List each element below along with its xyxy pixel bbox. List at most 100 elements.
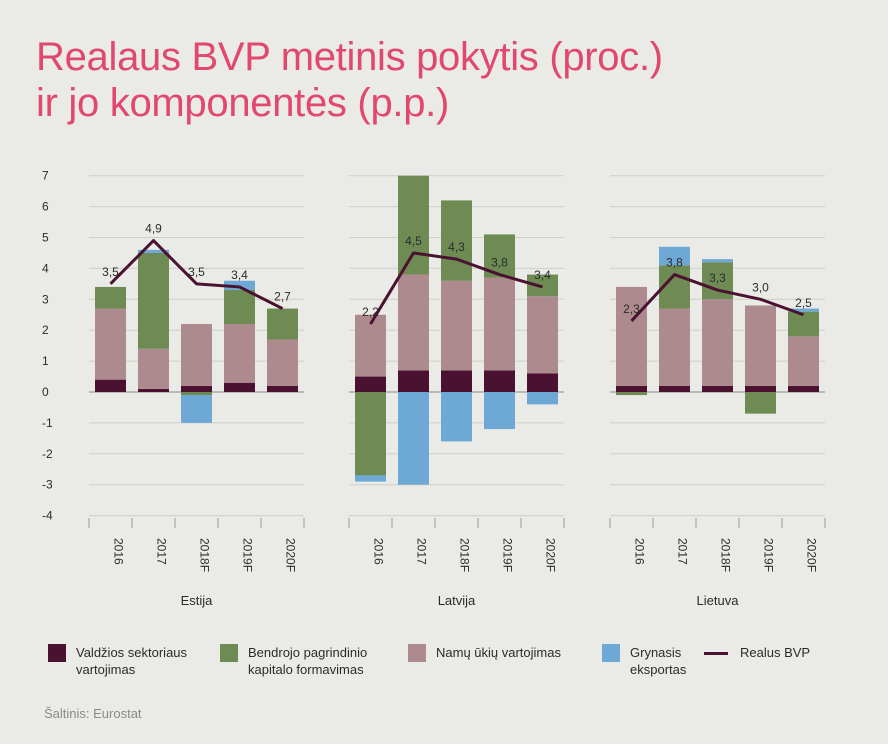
x-tick-label: 2016 [372,538,386,565]
bar-household [138,348,169,389]
legend-label: Namų ūkių vartojimas [436,644,561,661]
x-tick-label: 2020F [805,538,819,572]
y-tick-label: 0 [42,385,49,399]
legend-label-line1: Grynasis [630,645,682,660]
x-tick-label: 2019F [501,538,515,572]
y-tick-label: -3 [42,478,53,492]
bar-household [267,339,298,386]
y-tick-label: 6 [42,200,49,214]
y-tick-label: 3 [42,292,49,306]
bar-gov [267,385,298,392]
bar-gov [616,385,647,392]
x-tick-label: 2017 [415,538,429,565]
legend-swatch [704,652,728,655]
bar-netexport [398,392,429,485]
gdp-line [630,273,805,322]
legend-item-netexport: Grynasis eksportas [602,644,686,678]
bar-gov [484,370,515,392]
bar-household [355,314,386,377]
gdp-value-label: 2,5 [795,296,812,310]
legend-item-gov: Valdžios sektoriaus vartojimas [48,644,187,678]
gdp-value-label: 4,5 [405,234,422,248]
bar-gov [95,379,126,392]
bar-gov [181,385,212,392]
legend-label-line1: Bendrojo pagrindinio [248,645,368,660]
legend-label-line1: Realus BVP [740,645,811,660]
chart-title-line1: Realaus BVP metinis pokytis (proc.) [36,35,663,79]
bar-netexport [659,246,690,266]
legend-label: Bendrojo pagrindinio kapitalo formavimas [248,644,367,678]
bar-gov [355,376,386,392]
bar-invest [745,392,776,414]
bar-netexport [484,392,515,430]
bar-gov [527,373,558,392]
bar-gov [745,385,776,392]
bar-household [659,308,690,386]
bar-household [745,305,776,386]
gdp-value-label: 3,5 [188,265,205,279]
bar-gov [702,385,733,392]
gdp-line [369,251,543,325]
panel-label: Estija [181,593,214,608]
x-tick-label: 2018F [458,538,472,572]
panel-label: Lietuva [697,593,740,608]
x-tick-label: 2017 [155,538,169,565]
legend-swatch [408,644,426,662]
legend-swatch [48,644,66,662]
x-tick-label: 2018F [719,538,733,572]
y-tick-label: 5 [42,231,49,245]
bar-invest [788,311,819,337]
bar-household [441,280,472,371]
bar-netexport [355,475,386,482]
bar-netexport [441,392,472,442]
bar-netexport [224,280,255,291]
panel-label: Latvija [438,593,476,608]
gdp-value-label: 3,8 [666,256,683,270]
legend-label-line2: vartojimas [76,662,136,677]
gdp-value-label: 2,3 [623,302,640,316]
bar-netexport [788,308,819,312]
bar-netexport [138,249,169,253]
legend-swatch [220,644,238,662]
legend-label-line2: kapitalo formavimas [248,662,364,677]
bar-invest [398,175,429,275]
legend-item-household: Namų ūkių vartojimas [408,644,561,662]
legend-swatch [602,644,620,662]
bar-household [527,296,558,374]
bar-invest [95,286,126,309]
y-tick-label: -1 [42,416,53,430]
bar-netexport [702,259,733,263]
bar-invest [181,392,212,396]
chart-title: Realaus BVP metinis pokytis (proc.) ir j… [36,34,663,126]
source-note: Šaltinis: Eurostat [44,706,142,721]
bar-household [181,324,212,386]
y-tick-label: 4 [42,261,49,275]
bar-gov [659,385,690,392]
stacked-bar-chart: 7 6 5 4 3 2 1 0 -1 -2 -3 -4 3,5 4,9 3,5 3,4 2,7 2016 2017 2… [42,169,826,608]
bar-gov [224,382,255,392]
bar-gov [138,388,169,392]
legend-label-line1: Valdžios sektoriaus [76,645,188,660]
bar-household [95,308,126,380]
x-tick-label: 2016 [633,538,647,565]
gdp-value-label: 3,0 [752,280,769,294]
x-tick-label: 2020F [284,538,298,572]
bar-household [702,299,733,386]
bar-invest [138,252,169,349]
bar-invest [355,392,386,476]
bar-invest [616,392,647,396]
legend-label: Valdžios sektoriaus vartojimas [76,644,187,678]
y-tick-label: 1 [42,354,49,368]
x-tick-label: 2017 [676,538,690,565]
y-tick-label: -4 [42,509,53,523]
gdp-value-label: 3,5 [102,265,119,279]
bar-gov [441,370,472,392]
y-tick-label: -2 [42,447,53,461]
y-tick-label: 7 [42,169,49,183]
legend-label: Realus BVP [740,644,810,661]
legend-label-line1: Namų ūkių vartojimas [436,645,561,660]
legend-item-gdp: Realus BVP [704,644,810,661]
gdp-value-label: 2,7 [274,290,291,304]
bar-household [788,336,819,386]
bar-household [398,274,429,371]
